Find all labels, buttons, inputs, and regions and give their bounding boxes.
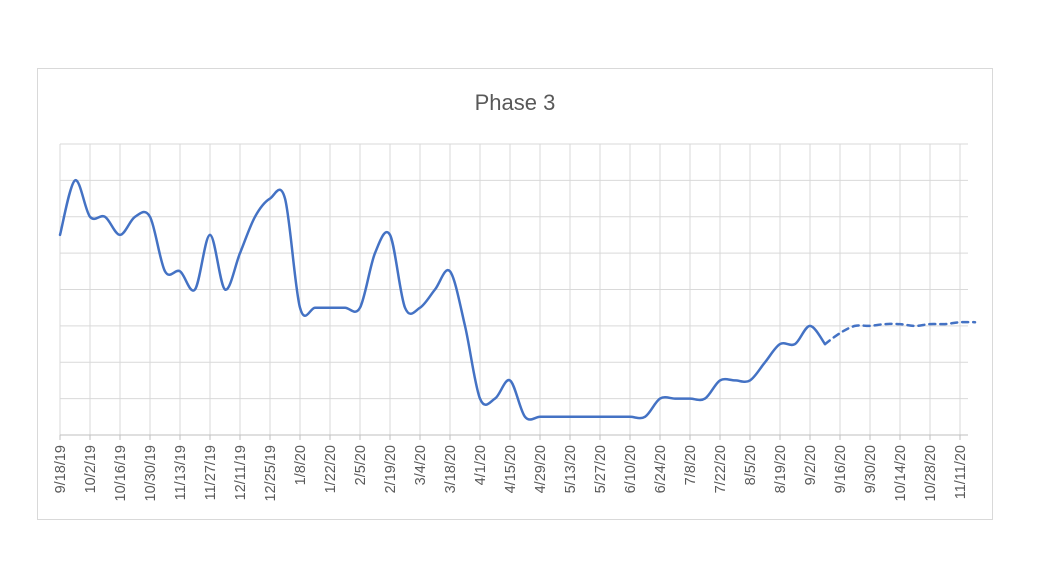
- x-tick-label: 11/27/19: [203, 445, 219, 500]
- x-tick-label: 6/10/20: [623, 445, 639, 493]
- x-tick-label: 9/30/20: [863, 445, 879, 493]
- x-tick-label: 10/28/20: [923, 445, 939, 501]
- x-tick-label: 12/11/19: [233, 445, 249, 500]
- x-tick-label: 9/2/20: [803, 445, 819, 485]
- x-tick-label: 9/18/19: [53, 445, 69, 493]
- x-tick-label: 10/30/19: [143, 445, 159, 501]
- x-tick-label: 2/19/20: [383, 445, 399, 493]
- x-tick-label: 8/19/20: [773, 445, 789, 493]
- x-tick-label: 3/4/20: [413, 445, 429, 485]
- series-line-solid: [58, 179, 827, 421]
- x-tick-label: 1/22/20: [323, 445, 339, 493]
- x-tick-label: 10/16/19: [113, 445, 129, 501]
- x-tick-label: 2/5/20: [353, 445, 369, 485]
- x-tick-label: 8/5/20: [743, 445, 759, 485]
- x-tick-label: 6/24/20: [653, 445, 669, 493]
- x-tick-label: 1/8/20: [293, 445, 309, 485]
- x-tick-label: 7/8/20: [683, 445, 699, 485]
- x-tick-label: 7/22/20: [713, 445, 729, 493]
- x-tick-label: 4/29/20: [533, 445, 549, 493]
- x-tick-label: 5/27/20: [593, 445, 609, 493]
- x-tick-label: 4/1/20: [473, 445, 489, 485]
- x-tick-label: 9/16/20: [833, 445, 849, 493]
- x-tick-label: 5/13/20: [563, 445, 579, 493]
- x-tick-label: 11/13/19: [173, 445, 189, 500]
- x-tick-label: 12/25/19: [263, 445, 279, 501]
- x-tick-label: 10/2/19: [83, 445, 99, 493]
- x-tick-label: 3/18/20: [443, 445, 459, 493]
- x-tick-label: 10/14/20: [893, 445, 909, 501]
- x-tick-label: 11/11/20: [953, 445, 969, 499]
- chart-title: Phase 3: [474, 90, 556, 115]
- x-tick-label: 4/15/20: [503, 445, 519, 493]
- chart-frame: [37, 68, 993, 520]
- series-line-dashed: [823, 320, 977, 346]
